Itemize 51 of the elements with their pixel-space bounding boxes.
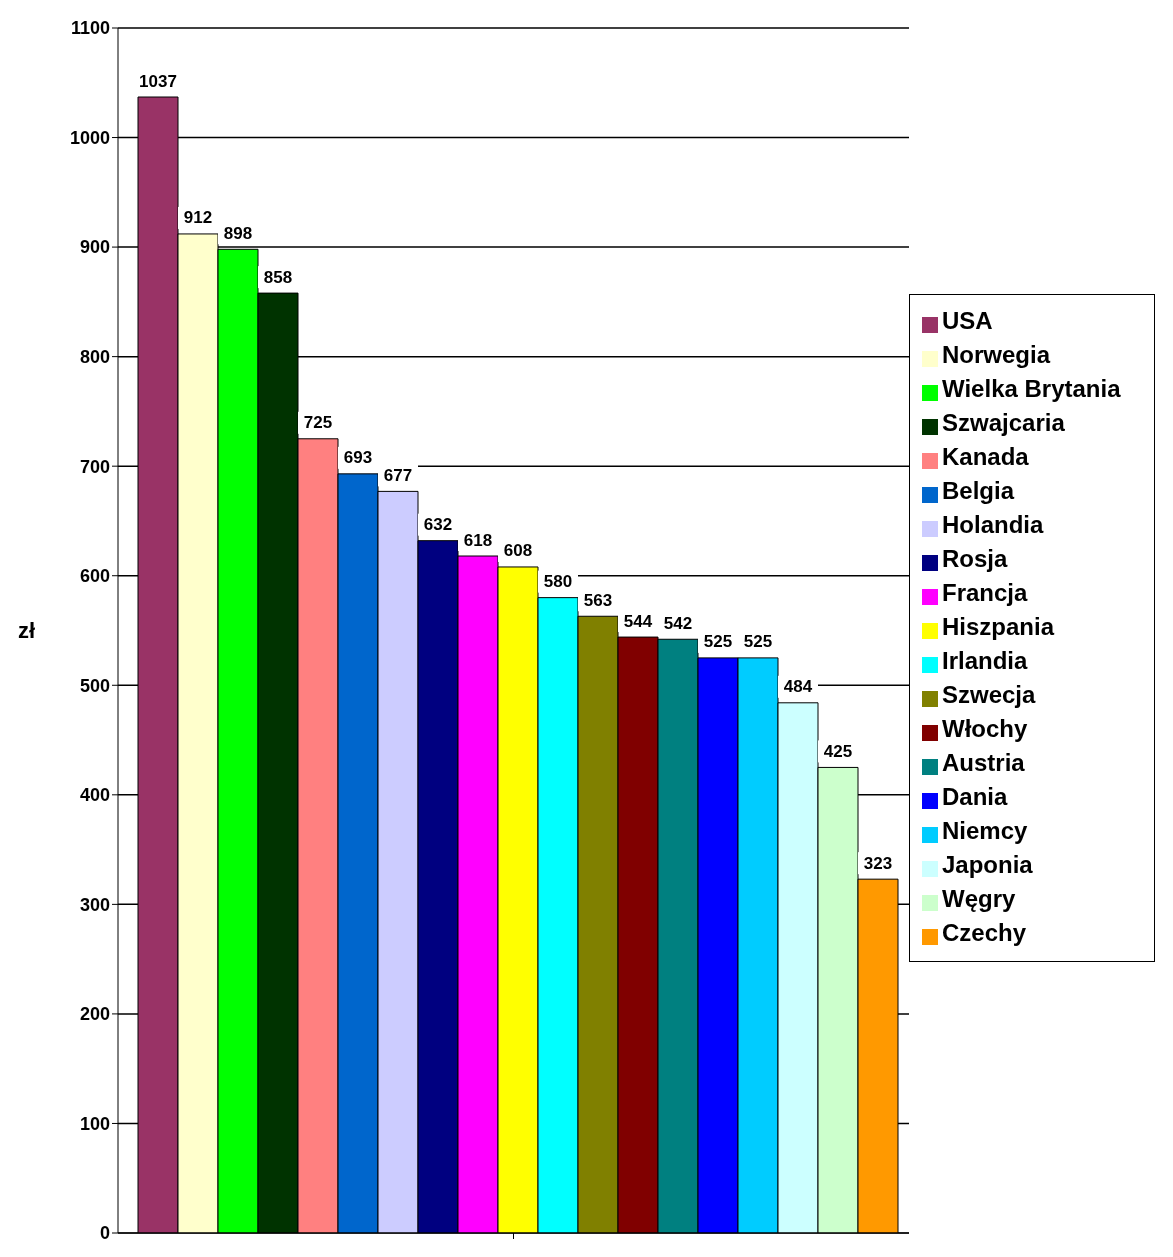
legend-label: USA: [942, 307, 993, 334]
legend-label: Norwegia: [942, 341, 1051, 368]
data-label: 693: [343, 448, 373, 468]
data-label: 858: [263, 267, 293, 287]
data-label: 1037: [139, 71, 177, 91]
legend-label: Czechy: [942, 919, 1027, 946]
legend-label: Rosja: [942, 545, 1008, 572]
data-label: 563: [583, 590, 613, 610]
data-label: 323: [863, 853, 893, 873]
data-label: 898: [223, 223, 253, 243]
y-tick-label: 700: [79, 456, 110, 477]
y-tick-label: 0: [99, 1223, 110, 1244]
legend-label: Wielka Brytania: [942, 375, 1121, 402]
data-label: 618: [463, 530, 493, 550]
y-tick-label: 1000: [69, 127, 110, 148]
y-tick-label: 500: [79, 675, 110, 696]
y-tick-label: 600: [79, 566, 110, 587]
data-label: 484: [783, 677, 813, 697]
data-label: 725: [303, 413, 333, 433]
data-label: 525: [743, 632, 773, 652]
legend-label: Dania: [942, 783, 1008, 810]
legend-label: Kanada: [942, 443, 1029, 470]
y-axis-title: zł: [18, 618, 36, 644]
legend-label: Węgry: [942, 885, 1016, 912]
y-tick-label: 400: [79, 785, 110, 806]
y-tick-label: 1100: [70, 18, 110, 39]
y-tick-label: 800: [79, 347, 110, 368]
legend-label: Japonia: [942, 851, 1033, 878]
data-label: 677: [383, 465, 413, 485]
legend-label: Francja: [942, 579, 1028, 606]
legend-label: Hiszpania: [942, 613, 1055, 640]
data-label: 580: [543, 572, 573, 592]
legend-label: Holandia: [942, 511, 1044, 538]
legend-label: Austria: [942, 749, 1025, 776]
data-label: 912: [183, 208, 213, 228]
legend-label: Włochy: [942, 715, 1028, 742]
legend-label: Szwajcaria: [942, 409, 1065, 436]
data-label: 608: [503, 541, 533, 561]
legend-label: Belgia: [942, 477, 1015, 504]
y-tick-label: 200: [79, 1004, 110, 1025]
data-label: 525: [703, 632, 733, 652]
y-tick-label: 100: [79, 1113, 110, 1134]
data-label: 632: [423, 515, 453, 535]
legend-label: Irlandia: [942, 647, 1028, 674]
legend-label: Szwecja: [942, 681, 1036, 708]
legend-label: Niemcy: [942, 817, 1028, 844]
y-tick-label: 300: [79, 894, 110, 915]
data-label: 544: [623, 611, 653, 631]
y-tick-label: 900: [79, 237, 110, 258]
data-label: 542: [663, 613, 693, 633]
data-label: 425: [823, 741, 853, 761]
